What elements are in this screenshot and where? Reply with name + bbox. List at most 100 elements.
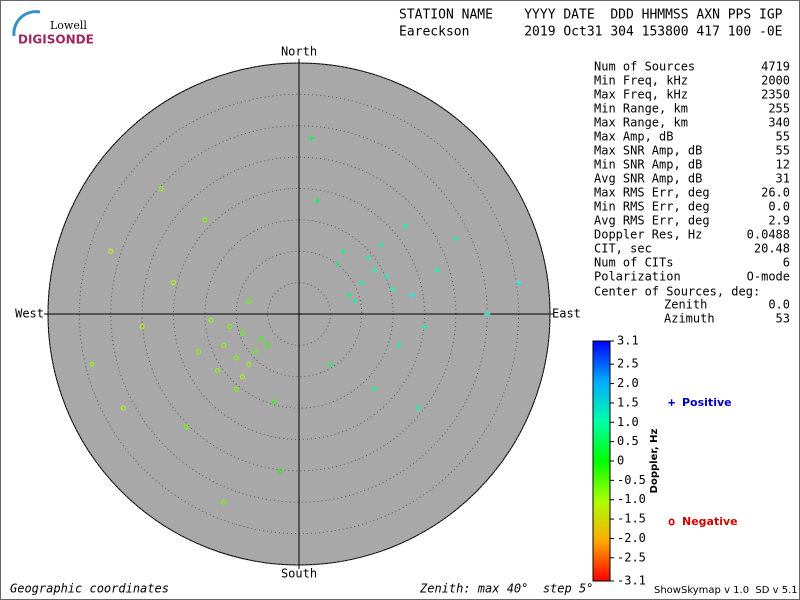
source-positive xyxy=(314,198,321,205)
source-positive xyxy=(371,267,378,274)
source-negative xyxy=(196,349,202,355)
source-negative xyxy=(108,248,114,254)
stat-label: Min Freq, kHz xyxy=(594,74,688,88)
source-negative xyxy=(265,342,271,348)
stat-value: 26.0 xyxy=(761,186,790,200)
source-negative xyxy=(139,324,145,330)
dir-south: South xyxy=(281,567,317,581)
source-negative xyxy=(89,361,95,367)
source-positive xyxy=(421,323,428,330)
header-line: Eareckson 2019 Oct31 304 153800 417 100 … xyxy=(399,25,783,40)
stat-value: 6 xyxy=(783,256,790,270)
logo-arc xyxy=(12,10,41,37)
stat-label: Min SNR Amp, dB xyxy=(594,158,702,172)
dir-north: North xyxy=(281,45,317,59)
center-value: 0.0 xyxy=(768,298,790,312)
source-negative xyxy=(240,374,246,380)
source-negative xyxy=(246,298,252,304)
source-negative xyxy=(227,324,233,330)
colorbar-label: 1.5 xyxy=(617,395,639,409)
colorbar xyxy=(592,340,611,582)
stat-label: Max RMS Err, deg xyxy=(594,186,710,200)
source-negative xyxy=(120,405,126,411)
colorbar-label: 2.0 xyxy=(617,376,639,390)
source-positive xyxy=(452,235,459,242)
footer-right: ShowSkymap v 1.0 SD v 5.1 xyxy=(654,585,798,596)
center-label: Zenith xyxy=(664,298,707,312)
stat-value: 31 xyxy=(776,172,790,186)
stat-label: CIT, sec xyxy=(594,242,652,256)
colorbar-label: -1.0 xyxy=(617,492,646,506)
stat-value: 2350 xyxy=(761,88,790,102)
stat-value: O-mode xyxy=(747,270,790,284)
footer-left: Geographic coordinates xyxy=(10,582,169,596)
source-negative xyxy=(221,499,227,505)
source-negative xyxy=(183,424,189,430)
source-positive xyxy=(308,135,315,142)
colorbar-label: -2.0 xyxy=(617,531,646,545)
center-value: 53 xyxy=(776,312,790,326)
stat-value: 255 xyxy=(768,102,790,116)
source-negative xyxy=(233,386,239,392)
source-positive xyxy=(484,311,491,317)
stat-value: 4719 xyxy=(761,60,790,74)
source-negative xyxy=(277,468,283,474)
source-negative xyxy=(271,399,277,405)
colorbar-label: 0.5 xyxy=(617,434,639,448)
logo-top: Lowell xyxy=(50,19,87,32)
stat-label: Min RMS Err, deg xyxy=(594,200,710,214)
stat-value: 0.0488 xyxy=(747,228,790,242)
stat-label: Avg RMS Err, deg xyxy=(594,214,710,228)
stat-label: Doppler Res, Hz xyxy=(594,228,702,242)
source-negative xyxy=(171,280,176,286)
stat-value: 12 xyxy=(776,158,790,172)
source-positive xyxy=(327,361,334,368)
colorbar-label: -3.1 xyxy=(617,574,646,588)
colorbar-label: -1.5 xyxy=(617,512,646,526)
stat-label: Max Freq, kHz xyxy=(594,88,688,102)
stat-label: Max SNR Amp, dB xyxy=(594,144,702,158)
colorbar-label: 0 xyxy=(617,454,624,468)
legend-symbol: o xyxy=(668,515,675,529)
stat-value: 0.0 xyxy=(768,200,790,214)
center-title: Center of Sources, deg: xyxy=(594,285,760,299)
stat-label: Max Amp, dB xyxy=(594,130,673,144)
dir-west: West xyxy=(15,307,44,321)
colorbar-label: 2.5 xyxy=(617,357,639,371)
legend-symbol: + xyxy=(668,396,675,410)
source-positive xyxy=(408,292,415,299)
colorbar-label: -0.5 xyxy=(617,473,646,487)
center-label: Azimuth xyxy=(664,312,715,326)
source-positive xyxy=(515,279,522,286)
source-positive xyxy=(346,292,353,299)
source-positive xyxy=(352,298,359,305)
dir-east: East xyxy=(552,307,581,321)
source-negative xyxy=(214,367,220,373)
stat-label: Max Range, km xyxy=(594,116,688,130)
source-negative xyxy=(208,317,214,323)
source-positive xyxy=(383,273,390,280)
stat-label: Polarization xyxy=(594,270,681,284)
source-negative xyxy=(258,336,264,342)
source-positive xyxy=(377,241,384,248)
source-negative xyxy=(246,361,252,367)
source-positive xyxy=(434,267,441,274)
source-negative xyxy=(240,330,246,336)
source-positive xyxy=(371,386,378,393)
stat-value: 2.9 xyxy=(768,214,790,228)
colorbar-label: 1.0 xyxy=(617,415,639,429)
colorbar-title: Doppler, Hz xyxy=(649,429,660,494)
source-positive xyxy=(365,254,372,261)
logo-bottom: DIGISONDE xyxy=(18,33,94,47)
source-positive xyxy=(358,279,365,286)
source-negative xyxy=(233,355,239,361)
stat-label: Num of CITs xyxy=(594,256,673,270)
colorbar-label: -2.5 xyxy=(617,550,646,564)
source-positive xyxy=(333,260,340,267)
source-positive xyxy=(390,285,397,292)
source-negative xyxy=(221,342,227,348)
header-line: STATION NAME YYYY DATE DDD HHMMSS AXN PP… xyxy=(399,8,783,23)
source-negative xyxy=(252,349,258,355)
stat-label: Avg SNR Amp, dB xyxy=(594,172,702,186)
